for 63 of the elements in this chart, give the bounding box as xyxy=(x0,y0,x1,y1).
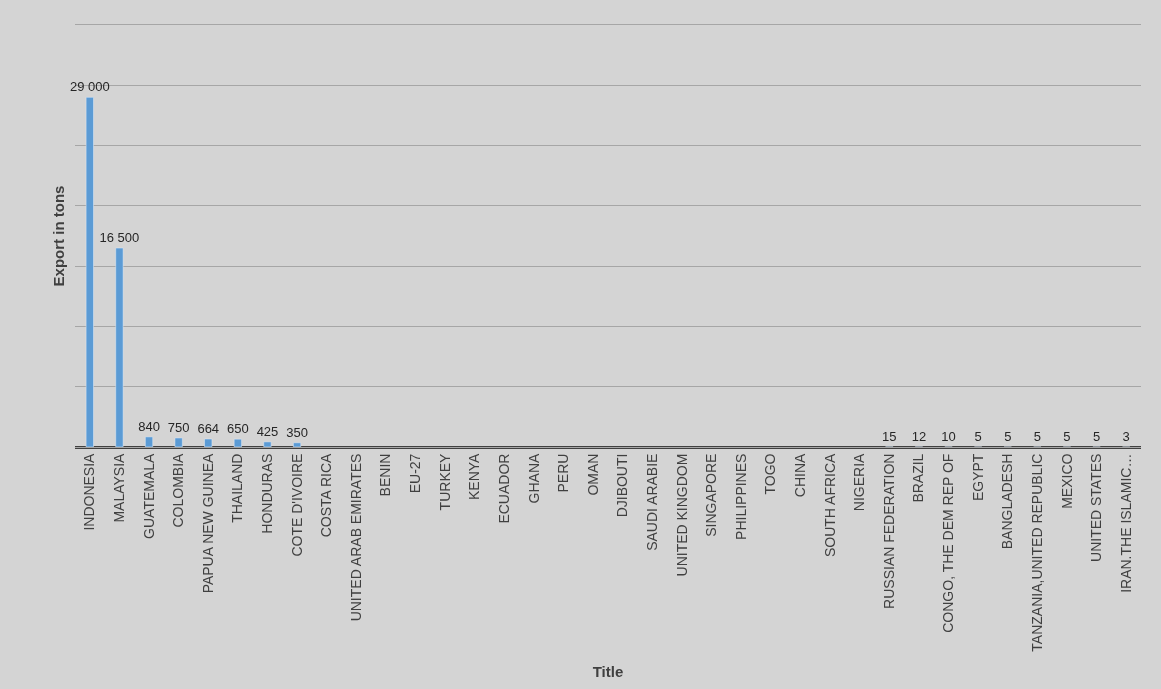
x-tick-label: RUSSIAN FEDERATION xyxy=(880,453,897,609)
x-tick-label: TANZANIA,UNITED REPUBLIC xyxy=(1028,453,1045,652)
x-tick-label: THAILAND xyxy=(229,453,246,523)
x-tick-label: KENYA xyxy=(466,452,483,501)
x-tick-label: BANGLADESH xyxy=(999,453,1016,550)
data-label: 5 xyxy=(1092,428,1101,444)
x-tick-label: SOUTH AFRICA xyxy=(821,452,838,558)
data-label: 750 xyxy=(167,419,190,435)
x-tick-label: UNITED KINGDOM xyxy=(673,453,690,577)
x-tick-label: BENIN xyxy=(377,453,394,497)
x-tick-label: UNITED STATES xyxy=(1088,453,1105,562)
data-label: 650 xyxy=(227,421,249,437)
x-tick-label: COSTA RICA xyxy=(318,452,335,538)
bar xyxy=(204,438,213,447)
data-label: 5 xyxy=(974,428,982,444)
x-tick-label: PAPUA NEW GUINEA xyxy=(199,452,216,594)
data-label: 5 xyxy=(1063,428,1071,444)
data-label: 12 xyxy=(911,428,927,444)
x-tick-label: OMAN xyxy=(584,453,601,496)
x-tick-label: CHINA xyxy=(792,452,809,498)
x-tick-label: MALAYSIA xyxy=(110,452,127,523)
data-label: 10 xyxy=(941,428,956,444)
x-tick-label: PHILIPPINES xyxy=(732,453,749,540)
x-tick-label: BRAZIL xyxy=(910,453,927,503)
bar xyxy=(145,436,153,447)
x-tick-label: EU-27 xyxy=(407,453,424,494)
bar xyxy=(174,437,183,447)
x-tick-label: ECUADOR xyxy=(495,453,512,524)
bar xyxy=(233,438,242,447)
data-label: 29 000 xyxy=(69,79,110,95)
x-tick-label: COTE D'IVOIRE xyxy=(288,453,305,557)
bar xyxy=(85,97,94,447)
data-label: 5 xyxy=(1004,428,1012,444)
bar xyxy=(115,247,124,447)
data-label: 3 xyxy=(1122,428,1130,444)
x-tick-label: EGYPT xyxy=(969,453,986,502)
x-axis-title: Title xyxy=(592,662,624,680)
x-tick-label: SINGAPORE xyxy=(703,453,720,537)
data-label: 350 xyxy=(286,424,308,440)
x-tick-label: IRAN.THE ISLAMIC… xyxy=(1117,453,1134,593)
x-tick-label: HONDURAS xyxy=(259,453,276,534)
x-tick-label: DJIBOUTI xyxy=(614,453,631,518)
x-tick-label: TOGO xyxy=(762,453,779,495)
data-label: 840 xyxy=(138,418,160,434)
x-tick-label: GUATEMALA xyxy=(140,452,157,539)
bar xyxy=(293,442,302,447)
x-tick-label: TURKEY xyxy=(436,452,453,511)
x-tick-label: COLOMBIA xyxy=(170,452,187,528)
data-label: 425 xyxy=(256,423,279,439)
x-tick-label: PERU xyxy=(555,453,572,493)
x-tick-label: GHANA xyxy=(525,452,542,504)
data-label: 16 500 xyxy=(99,230,140,246)
data-label: 15 xyxy=(882,428,897,444)
x-tick-label: SAUDI ARABIE xyxy=(643,453,660,551)
bar xyxy=(263,441,272,447)
x-tick-label: INDONESIA xyxy=(81,452,98,531)
x-tick-label: CONGO, THE DEM REP OF xyxy=(940,453,957,633)
x-tick-label: NIGERIA xyxy=(851,452,868,512)
y-axis-title: Export in tons xyxy=(50,185,68,287)
data-label: 664 xyxy=(197,420,220,436)
data-label: 5 xyxy=(1033,428,1041,444)
x-tick-label: MEXICO xyxy=(1058,453,1075,509)
x-tick-label: UNITED ARAB EMIRATES xyxy=(347,453,364,622)
